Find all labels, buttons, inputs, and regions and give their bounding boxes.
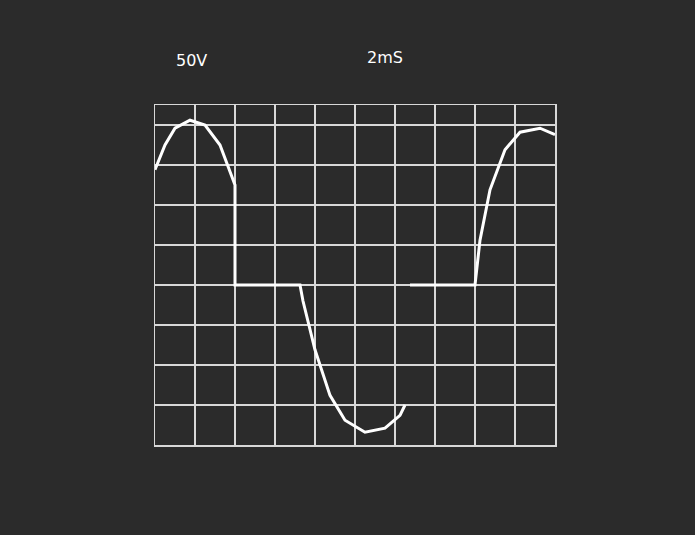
- svg-text:50V: 50V: [176, 51, 207, 70]
- svg-text:2mS: 2mS: [367, 48, 403, 67]
